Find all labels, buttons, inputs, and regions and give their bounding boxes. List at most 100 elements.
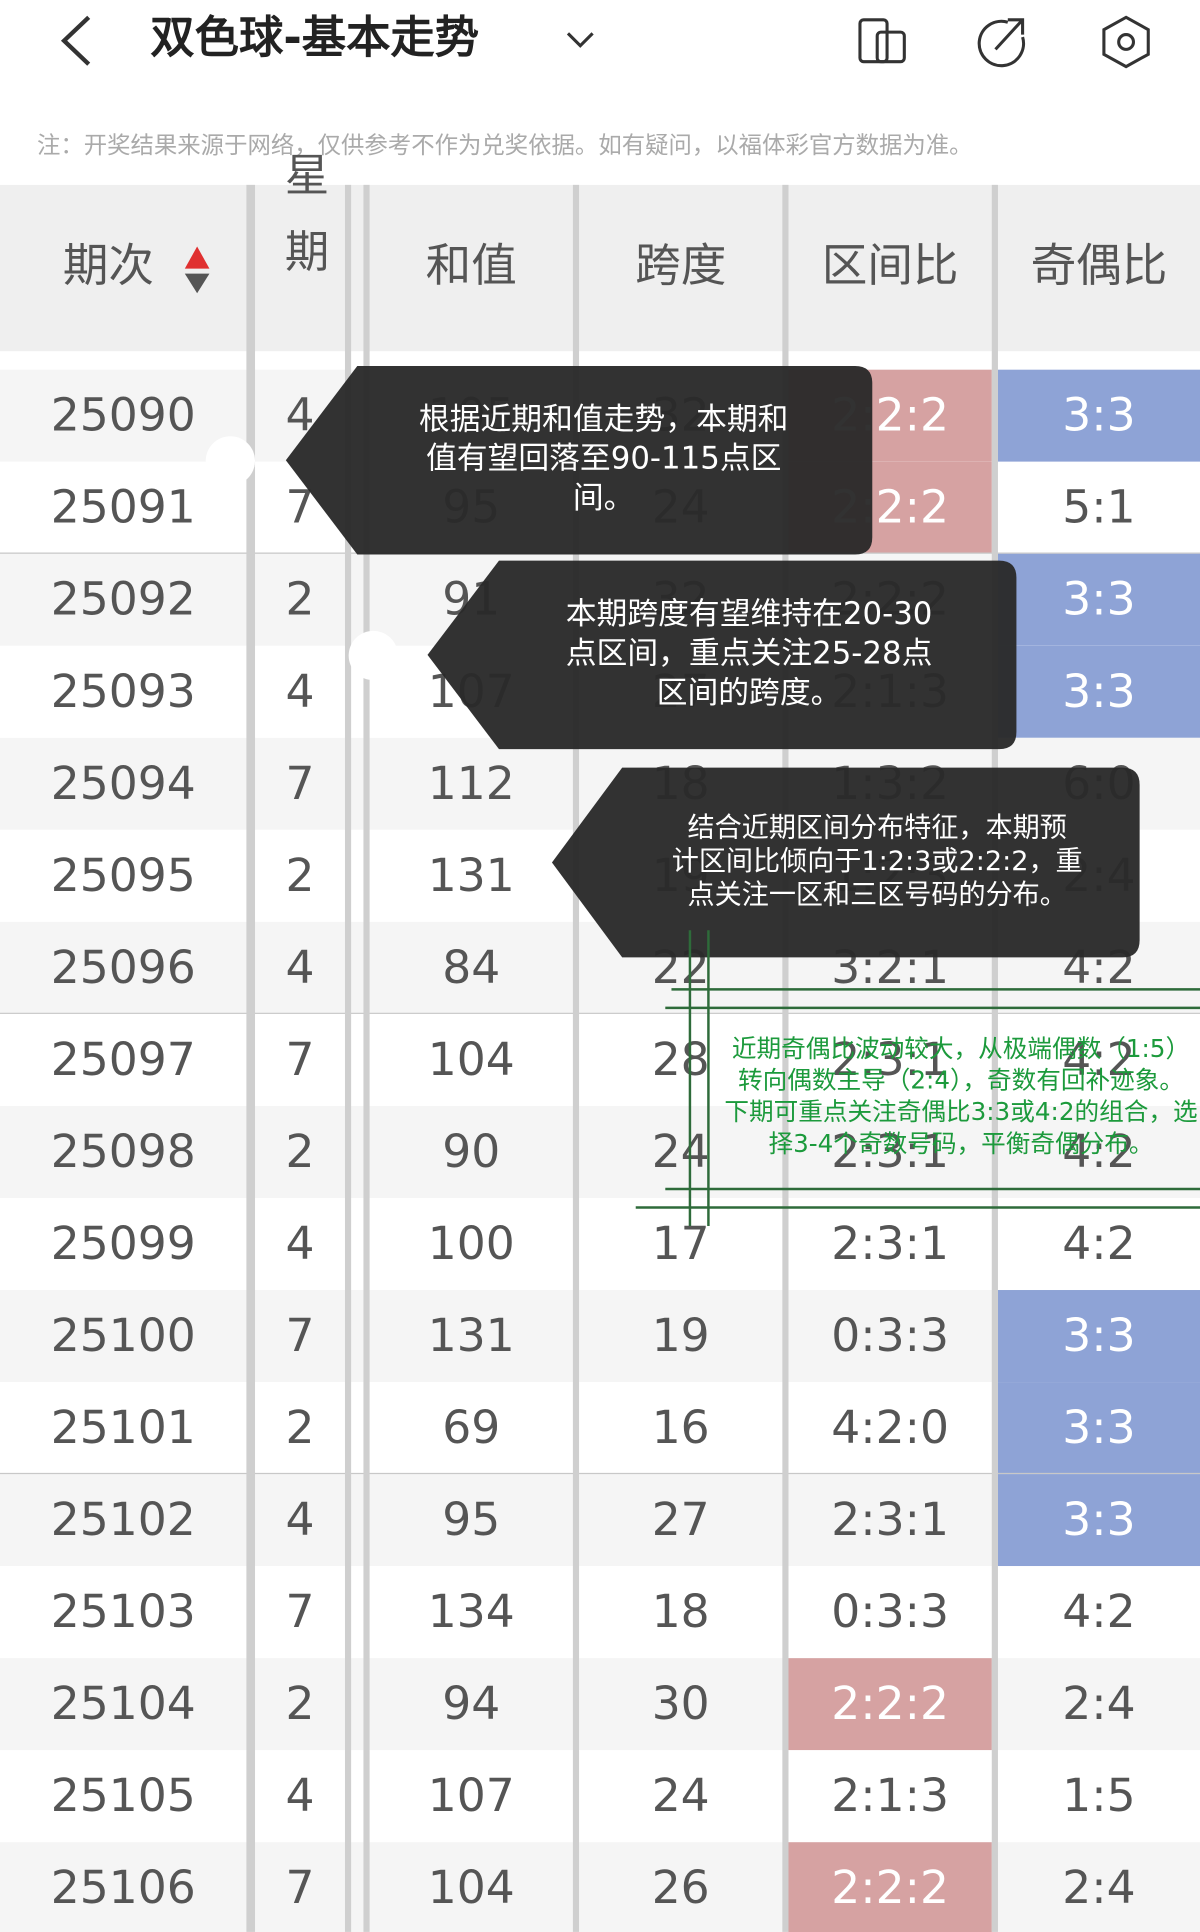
tooltip-bubble	[427, 560, 1017, 750]
touch-dot	[205, 436, 256, 486]
tooltip-text: 计区间比倾向于1:2:3或2:2:2，重	[672, 846, 1083, 877]
table-row	[0, 1013, 1200, 1106]
tooltip-text: 区间的跨度。	[657, 675, 842, 711]
cell-text: 4	[286, 1769, 315, 1822]
settings-icon[interactable]	[1102, 15, 1150, 69]
touch-dot	[348, 630, 398, 681]
cell-text: 90	[442, 1125, 500, 1178]
table-header	[0, 184, 1200, 352]
cell-text: 3:3	[1062, 573, 1135, 626]
cell-text: 2	[286, 1401, 315, 1454]
column-divider	[991, 184, 998, 1932]
column-header: 星期	[277, 152, 328, 305]
cell-text: 25105	[51, 1769, 196, 1822]
cell-text: 94	[442, 1677, 500, 1730]
cell-text: 4	[286, 1217, 315, 1270]
table-row	[0, 1197, 1200, 1291]
share-icon[interactable]	[977, 18, 1026, 68]
cell-text: 25093	[51, 665, 196, 718]
tooltip-bubble	[285, 366, 873, 555]
cell-text: 25091	[51, 481, 196, 534]
disclaimer-note: 注：开奖结果来源于网络，仅供参考不作为兑奖依据。如有疑问，以福体彩官方数据为准。	[37, 131, 973, 159]
cell-text: 2	[286, 573, 315, 626]
cell-text: 27	[652, 1493, 710, 1546]
cell-text: 4:2:0	[831, 1401, 949, 1454]
back-button[interactable]	[60, 15, 91, 66]
tooltip-text: 点区间，重点关注25-28点	[566, 635, 933, 671]
cell-text: 2:3:1	[831, 1033, 949, 1086]
cell-text: 3:3	[1062, 1493, 1135, 1546]
cell-text: 4:2	[1062, 1217, 1135, 1270]
switch-icon[interactable]	[858, 18, 906, 64]
cell-text: 104	[428, 1861, 515, 1914]
cell-text: 3:3	[1062, 665, 1135, 718]
table-row	[0, 1566, 1200, 1659]
column-divider	[344, 184, 352, 1932]
tooltip-text: 根据近期和值走势，本期和	[419, 401, 789, 437]
odd-even-highlight	[997, 1382, 1200, 1475]
cell-text: 25104	[51, 1677, 196, 1730]
annotation-text: 下期可重点关注奇偶比3:3或4:2的组合，选	[724, 1097, 1197, 1126]
zone-highlight	[788, 1658, 992, 1751]
table-row	[0, 1750, 1200, 1843]
cell-text: 2	[286, 1677, 315, 1730]
cell-text: 0:3:3	[831, 1309, 949, 1362]
zone-highlight	[788, 1842, 992, 1932]
cell-text: 134	[428, 1585, 515, 1638]
cell-text: 25090	[51, 389, 196, 442]
cell-text: 26	[652, 1861, 710, 1914]
cell-text: 131	[428, 1309, 515, 1362]
column-header: 奇偶比	[1031, 239, 1168, 292]
cell-text: 2:2:2	[831, 1677, 949, 1730]
column-divider	[782, 184, 789, 1932]
sort-up[interactable]	[184, 246, 210, 269]
cell-text: 24	[652, 1125, 710, 1178]
cell-text: 5:1	[1062, 481, 1135, 534]
cell-text: 25101	[51, 1401, 196, 1454]
cell-text: 7	[286, 1033, 315, 1086]
tooltip-text: 点关注一区和三区号码的分布。	[688, 879, 1067, 910]
cell-text: 100	[428, 1217, 515, 1270]
cell-text: 7	[286, 1585, 315, 1638]
cell-text: 25106	[51, 1861, 196, 1914]
cell-text: 4:2	[1062, 1033, 1135, 1086]
cell-text: 3:3	[1062, 1401, 1135, 1454]
cell-text: 25100	[51, 1309, 196, 1362]
cell-text: 25098	[51, 1125, 196, 1178]
tooltip-text: 结合近期区间分布特征，本期预	[688, 813, 1067, 844]
odd-even-highlight	[997, 645, 1200, 738]
cell-text: 7	[286, 1861, 315, 1914]
column-divider	[363, 184, 370, 1932]
cell-text: 0:3:3	[831, 1585, 949, 1638]
cell-text: 84	[442, 941, 500, 994]
cell-text: 4:2	[1062, 1125, 1135, 1178]
cell-text: 69	[442, 1401, 500, 1454]
column-header: 期次	[63, 239, 154, 292]
column-divider	[572, 184, 580, 1932]
cell-text: 30	[652, 1677, 710, 1730]
cell-text: 3:3	[1062, 1309, 1135, 1362]
annotation-text: 近期奇偶比波动较大，从极端偶数（1:5）	[732, 1034, 1190, 1063]
cell-text: 28	[652, 1033, 710, 1086]
cell-text: 2:1:3	[831, 1769, 949, 1822]
odd-even-highlight	[997, 369, 1200, 462]
annotation-text: 转向偶数主导（2:4），奇数有回补迹象。	[738, 1065, 1184, 1094]
cell-text: 4	[286, 1493, 315, 1546]
table-row	[0, 1658, 1200, 1751]
cell-text: 131	[428, 849, 515, 902]
sort-down[interactable]	[184, 273, 210, 294]
column-header: 区间比	[822, 239, 959, 292]
cell-text: 4	[286, 941, 315, 994]
title-dropdown[interactable]	[566, 32, 594, 48]
cell-text: 3:3	[1062, 389, 1135, 442]
cell-text: 112	[428, 757, 515, 810]
cell-text: 16	[652, 1401, 710, 1454]
cell-text: 25102	[51, 1493, 196, 1546]
tooltip-text: 本期跨度有望维持在20-30	[566, 596, 933, 632]
cell-text: 1:5	[1062, 1769, 1135, 1822]
table-row	[0, 1842, 1200, 1932]
cell-text: 25092	[51, 573, 196, 626]
cell-text: 107	[428, 1769, 515, 1822]
cell-text: 2:3:1	[831, 1125, 949, 1178]
